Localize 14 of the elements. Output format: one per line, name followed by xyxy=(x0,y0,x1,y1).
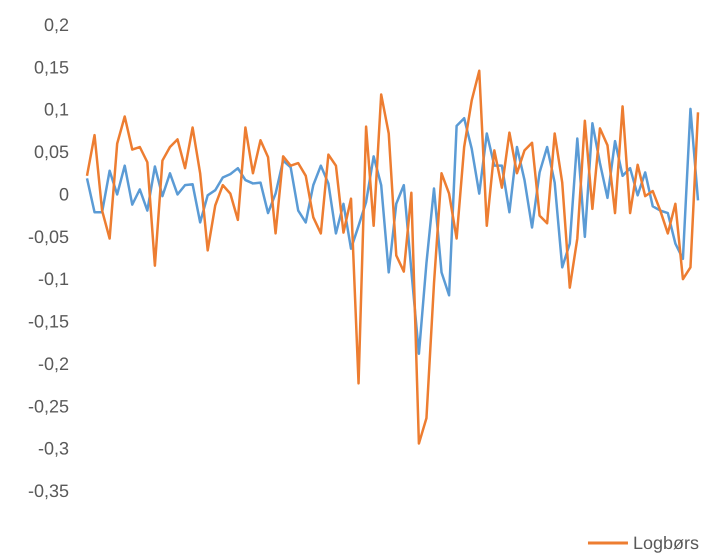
y-tick-label: -0,25 xyxy=(28,396,69,416)
y-tick-label: 0 xyxy=(58,184,69,204)
y-tick-label: -0,3 xyxy=(38,438,69,459)
y-tick-label: 0,1 xyxy=(44,100,69,120)
y-tick-label: -0,35 xyxy=(28,481,69,501)
y-tick-label: -0,05 xyxy=(28,226,69,247)
y-tick-label: -0,1 xyxy=(38,269,69,290)
y-tick-label: 0,15 xyxy=(34,57,69,78)
y-tick-label: 0,2 xyxy=(44,15,69,35)
y-tick-label: -0,2 xyxy=(38,354,69,374)
legend-label: Logbørs xyxy=(632,533,700,553)
line-series xyxy=(86,70,700,445)
y-tick-label: 0,05 xyxy=(34,142,69,162)
y-tick-label: -0,15 xyxy=(28,312,69,332)
